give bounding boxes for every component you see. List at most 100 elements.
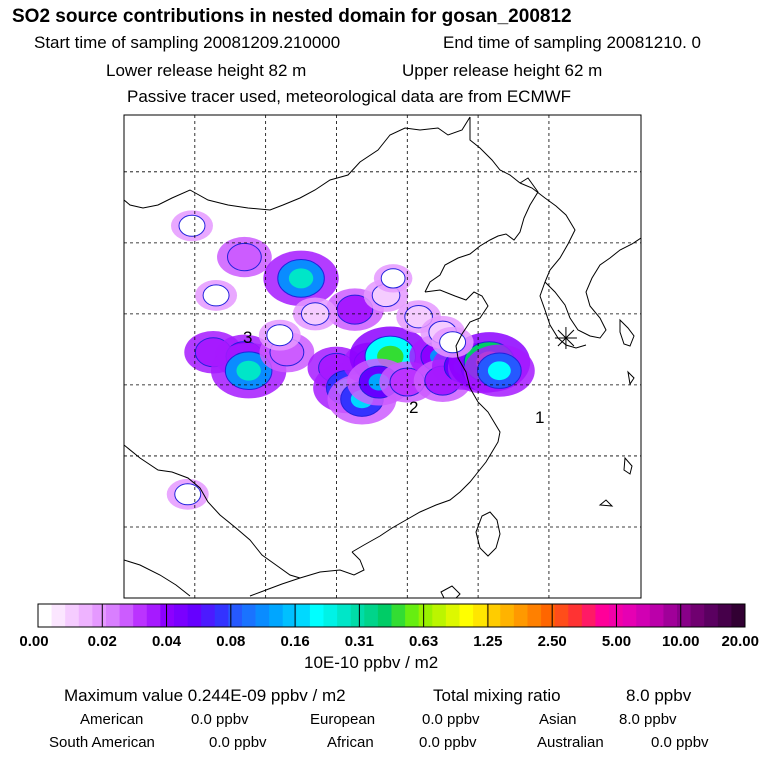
end-time-label: End time of sampling 20081210. 0 [443,33,702,52]
colorbar-swatch [92,604,107,627]
colorbar-swatch [309,604,324,627]
colorbar-swatch [636,604,651,627]
colorbar-swatch [418,604,433,627]
colorbar-swatch [554,604,569,627]
colorbar-swatch [473,604,488,627]
colorbar-tick-label: 20.00 [721,633,759,650]
colorbar-swatch [105,604,120,627]
region-name: American [80,711,144,728]
colorbar-swatch [717,604,732,627]
lower-height-label: Lower release height 82 m [106,61,307,80]
colorbar-swatch [173,604,188,627]
map-frame [123,114,642,599]
colorbar-tick-label: 0.16 [280,633,309,650]
colorbar-swatch [622,604,637,627]
colorbar-tick-label: 0.31 [345,633,374,650]
colorbar-swatch [527,604,542,627]
coastline-segment [619,318,635,347]
total-mixing-label: Total mixing ratio [433,686,561,705]
colorbar-swatch [255,604,270,627]
marker-label-1: 1 [535,408,544,427]
colorbar-swatch [364,604,379,627]
colorbar-swatch [78,604,93,627]
colorbar-swatch [323,604,338,627]
colorbar-swatch [241,604,256,627]
colorbar-tick-label: 0.08 [216,633,245,650]
coastline-segment [124,559,191,597]
plume-body [380,268,406,289]
colorbar-swatch [568,604,583,627]
colorbar-tick-label: 1.25 [473,633,502,650]
colorbar-swatch [214,604,229,627]
region-value: 0.0 ppbv [191,711,249,728]
colorbar-swatch [649,604,664,627]
coastline-borders [124,116,641,598]
marker-label-2: 2 [409,398,418,417]
colorbar-swatch [500,604,515,627]
coastline-segment [469,117,521,184]
colorbar-swatch [405,604,420,627]
region-value: 8.0 ppbv [619,711,677,728]
colorbar-swatch [51,604,66,627]
region-value: 0.0 ppbv [419,734,477,751]
colorbar-swatch [350,604,365,627]
plume-body [202,284,230,307]
marker-label-3: 3 [243,328,252,347]
colorbar-swatch [160,604,175,627]
region-name: European [310,711,376,728]
region-name: African [327,734,374,751]
colorbar-swatch [119,604,134,627]
coastline-segment [249,551,365,597]
colorbar-tick-label: 0.02 [88,633,117,650]
colorbar-swatch [38,604,52,627]
colorbar-swatch [146,604,161,627]
graticule-grid [124,115,641,598]
plume-body [439,331,467,354]
max-value-label: Maximum value 0.244E-09 ppbv / m2 [64,686,346,705]
start-time-label: Start time of sampling 20081209.210000 [34,33,341,52]
colorbar-swatch [65,604,80,627]
colorbar-tick-label: 2.50 [538,633,567,650]
coastline-segment [440,585,461,598]
colorbar-tick-label: 0.63 [409,633,438,650]
coastline-segment [598,499,614,507]
plume-body [266,324,294,347]
coastline-segment [519,182,576,283]
coastline-segment [424,177,539,293]
colorbar-swatch [459,604,474,627]
colorbar-swatch [445,604,460,627]
colorbar-swatch [377,604,392,627]
plume-core [236,360,261,381]
plume-body [336,294,374,325]
region-value: 0.0 ppbv [422,711,480,728]
colorbar-tick-label: 10.00 [662,633,700,650]
coastline-segment [544,237,641,339]
colorbar [37,603,746,628]
coastline-segment [623,456,633,475]
receptor-star [557,329,575,347]
colorbar-swatch [513,604,528,627]
coastline-segment [124,116,471,211]
tracer-info-label: Passive tracer used, meteorological data… [127,87,572,106]
coastline-segment [124,444,301,579]
colorbar-tick-label: 0.00 [19,633,48,650]
upper-height-label: Upper release height 62 m [402,61,603,80]
concentration-field [166,210,535,510]
colorbar-swatch [187,604,202,627]
colorbar-tick-label: 5.00 [602,633,631,650]
colorbar-swatch [432,604,447,627]
colorbar-swatch [595,604,610,627]
total-mixing-value: 8.0 ppbv [626,686,692,705]
colorbar-tick-labels: 0.00 0.02 0.04 0.08 0.16 0.31 0.63 1.25 2.50 5.00… [19,633,759,650]
colorbar-swatch [486,604,501,627]
colorbar-swatch [228,604,243,627]
colorbar-swatch [391,604,406,627]
region-name: Australian [537,734,604,751]
region-name: Asian [539,711,577,728]
source-markers: 1 2 3 [243,327,577,427]
coastline-segment [539,281,587,349]
colorbar-swatch [541,604,556,627]
colorbar-swatch [296,604,311,627]
colorbar-swatch [282,604,297,627]
